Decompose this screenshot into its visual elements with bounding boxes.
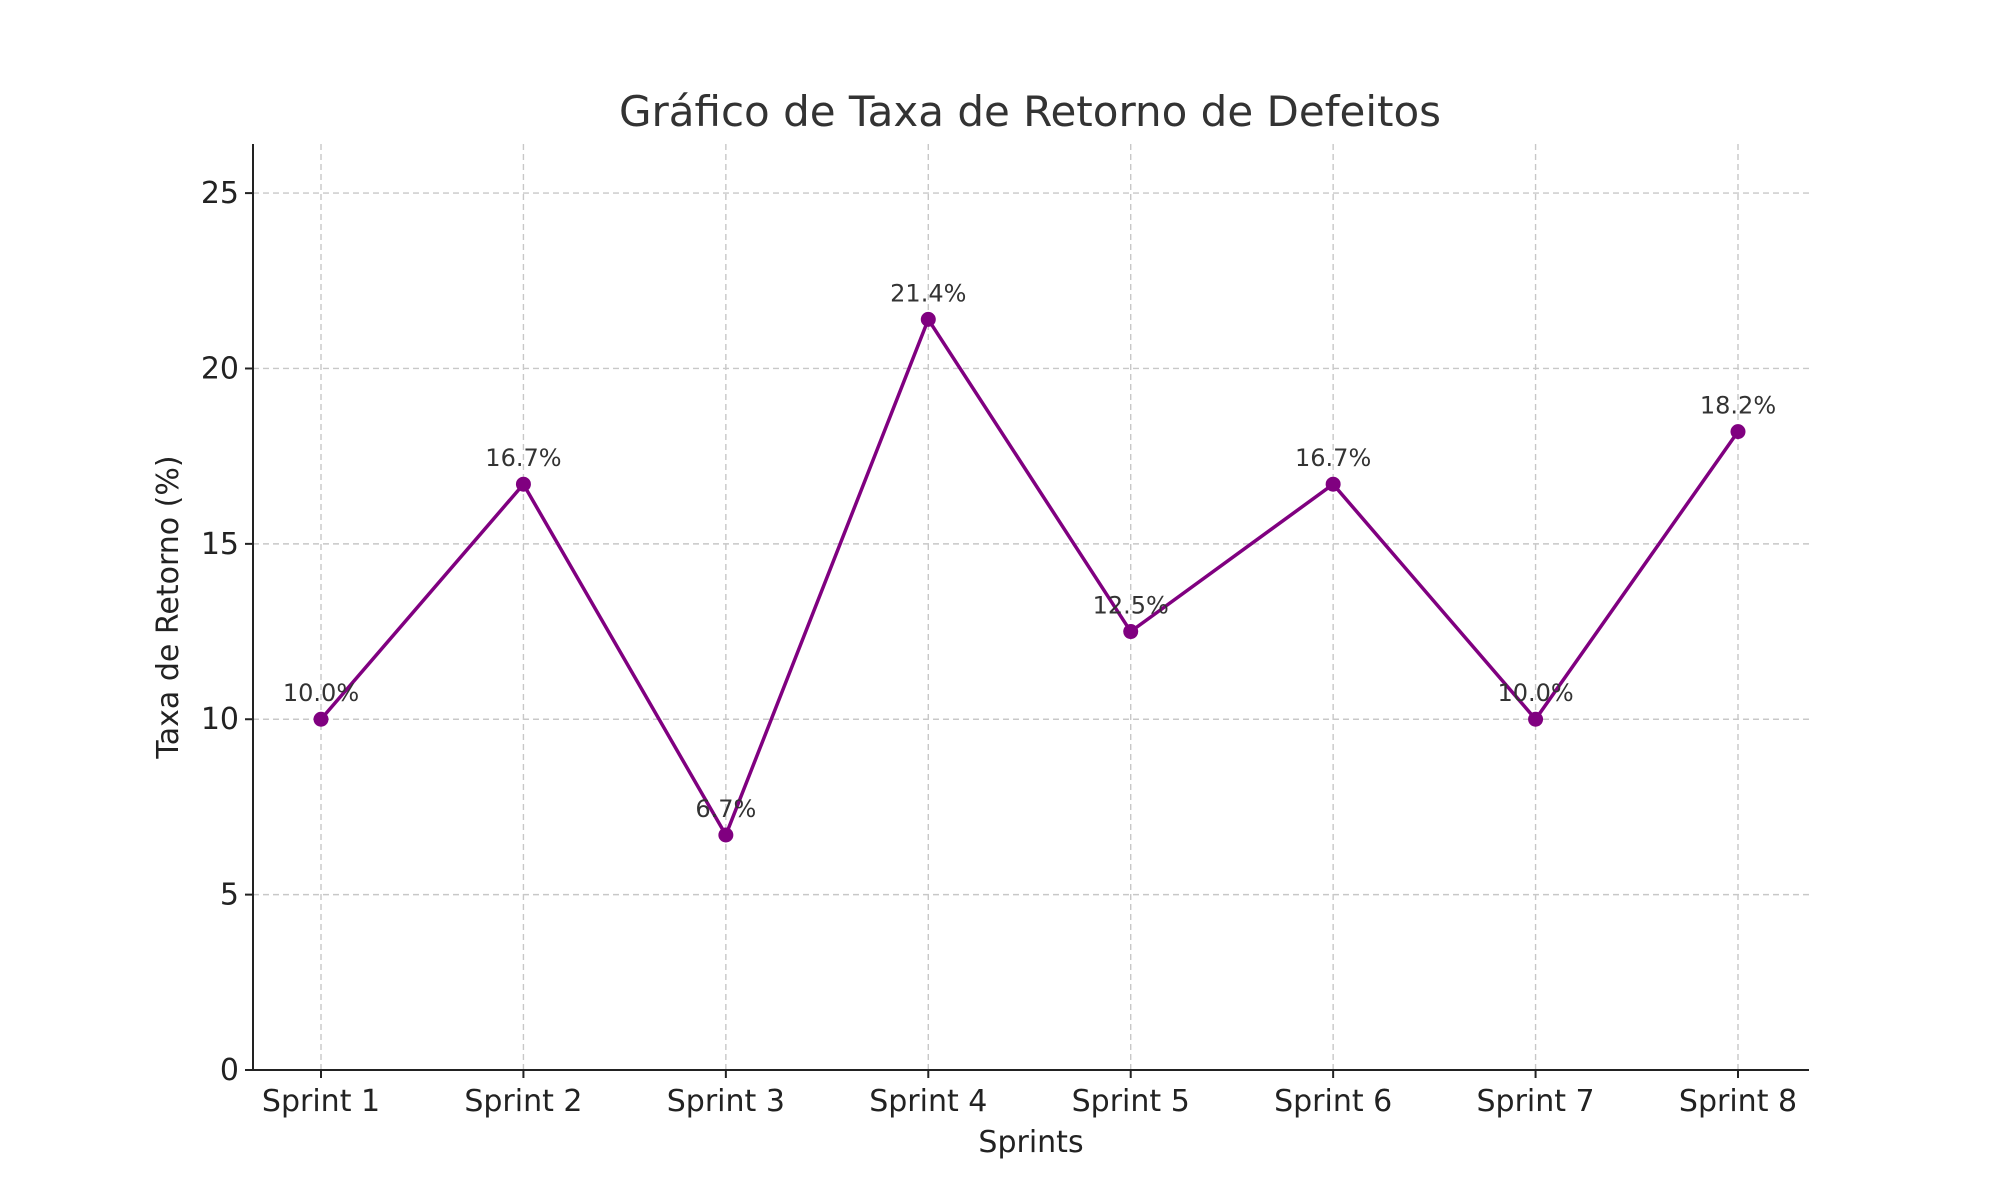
y-tick-label: 25 <box>201 176 239 211</box>
x-axis-label: Sprints <box>978 1125 1083 1160</box>
data-point <box>1123 624 1139 640</box>
data-point <box>1730 424 1746 440</box>
x-tick-label: Sprint 3 <box>667 1084 785 1119</box>
data-label: 16.7% <box>485 444 561 472</box>
x-tick-label: Sprint 2 <box>464 1084 582 1119</box>
y-tick-label: 15 <box>201 527 239 562</box>
series-line <box>319 315 1740 840</box>
data-point <box>718 827 734 843</box>
data-label: 10.0% <box>1497 679 1573 707</box>
y-tick-label: 0 <box>220 1053 239 1088</box>
y-tick-label: 10 <box>201 702 239 737</box>
data-label: 21.4% <box>890 279 966 307</box>
x-tick-label: Sprint 5 <box>1072 1084 1190 1119</box>
y-tick-label: 20 <box>201 351 239 386</box>
data-label: 12.5% <box>1093 592 1169 620</box>
x-tick-label: Sprint 6 <box>1274 1084 1392 1119</box>
data-point <box>1325 476 1341 492</box>
data-point <box>515 476 531 492</box>
data-point <box>313 711 329 727</box>
chart-title: Gráfico de Taxa de Retorno de Defeitos <box>619 87 1441 136</box>
data-label: 18.2% <box>1700 392 1776 420</box>
data-label: 10.0% <box>283 679 359 707</box>
data-point <box>1528 711 1544 727</box>
data-point <box>920 311 936 327</box>
x-tick-label: Sprint 8 <box>1679 1084 1797 1119</box>
x-tick-label: Sprint 7 <box>1476 1084 1594 1119</box>
y-axis-label: Taxa de Retorno (%) <box>151 455 186 759</box>
data-label: 16.7% <box>1295 444 1371 472</box>
x-tick-label: Sprint 4 <box>869 1084 987 1119</box>
data-label: 6.7% <box>695 795 756 823</box>
y-tick-label: 5 <box>220 878 239 913</box>
x-tick-label: Sprint 1 <box>262 1084 380 1119</box>
